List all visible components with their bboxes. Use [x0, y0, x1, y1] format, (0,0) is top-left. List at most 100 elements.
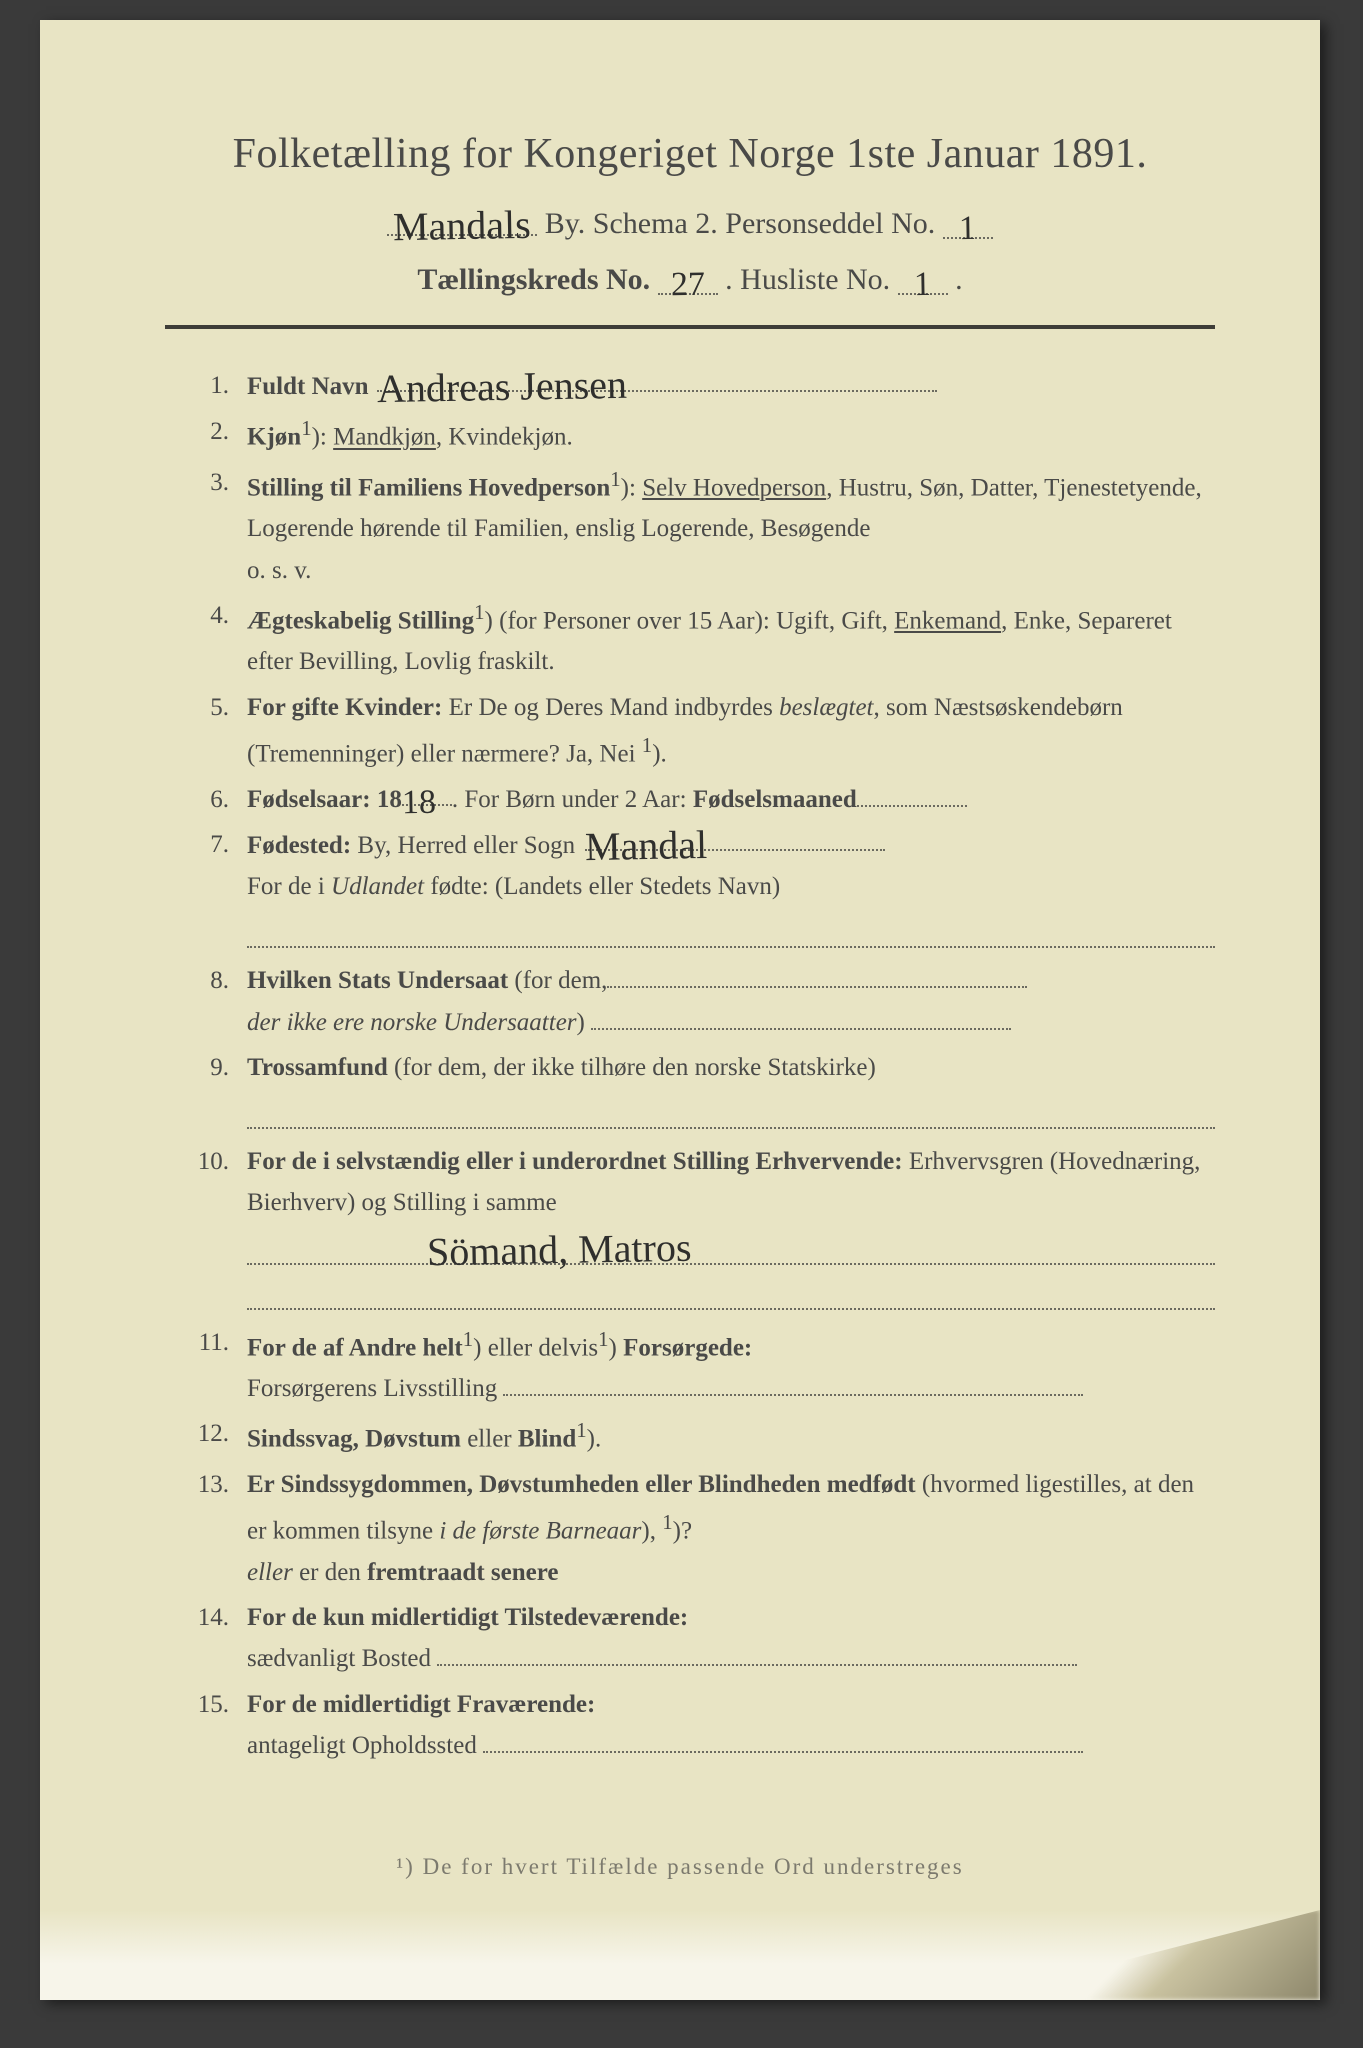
item-body: Er Sindssygdommen, Døvstumheden eller Bl… [247, 1464, 1215, 1593]
item-body: For de midlertidigt Fraværende:antagelig… [247, 1684, 1215, 1767]
item-number: 13. [165, 1464, 247, 1593]
header-line-1: Mandals By. Schema 2. Personseddel No. 1 [165, 204, 1215, 241]
form-item: 2.Kjøn1): Mandkjøn, Kvindekjøn. [165, 411, 1215, 458]
item-bold: midlertidigt Tilstedeværende: [371, 1604, 688, 1631]
dotted-trail [857, 782, 967, 807]
item-underlined-choice: Enkemand [894, 607, 1001, 634]
footnote-mark: 1 [301, 416, 311, 440]
husliste-suffix: . [955, 263, 963, 296]
item-number: 9. [165, 1047, 247, 1137]
item-lead: For de [247, 1691, 323, 1718]
item-body: Sindssvag, Døvstum eller Blind1). [247, 1413, 1215, 1460]
item-number: 2. [165, 411, 247, 458]
item-number: 10. [165, 1141, 247, 1318]
form-item: 7.Fødested: By, Herred eller SognMandalF… [165, 824, 1215, 957]
item-text: For de i [247, 873, 331, 900]
husliste-label: . Husliste No. [725, 263, 890, 296]
footnote-mark: 1 [662, 1510, 672, 1534]
taellingskreds-no-field: 27 [658, 263, 718, 295]
city-handwritten: Mandals [393, 209, 531, 243]
item-body: Stilling til Familiens Hovedperson1): Se… [247, 462, 1215, 591]
item-lead: Kjøn [247, 424, 301, 451]
census-form-page: Folketælling for Kongeriget Norge 1ste J… [40, 20, 1320, 2000]
form-item: 1.Fuldt Navn Andreas Jensen [165, 365, 1215, 407]
item-text: )? [673, 1518, 692, 1545]
item-text: (for dem, [508, 967, 607, 994]
footnote-mark: 1 [576, 1418, 586, 1442]
handwritten-value: Andreas Jensen [376, 369, 626, 405]
item-text: (for dem, der ikke tilhøre den norske St… [388, 1054, 876, 1081]
item-lead: Stilling til Familiens Hovedperson [247, 474, 610, 501]
item-lead: Fuldt Navn [247, 373, 369, 400]
item-number: 8. [165, 960, 247, 1043]
form-item: 10.For de i selvstændig eller i underord… [165, 1141, 1215, 1318]
husliste-no-hw: 1 [914, 271, 931, 298]
item-text: ) eller delvis [473, 1334, 598, 1361]
item-lead: Er Sindssygdommen, Døvstumheden eller Bl… [247, 1471, 827, 1498]
footnote: ¹) De for hvert Tilfælde passende Ord un… [40, 1854, 1320, 1880]
item-text: ) [577, 1009, 585, 1036]
header-line-2: Tællingskreds No. 27 . Husliste No. 1 . [165, 263, 1215, 297]
item-bold: Fødselsmaaned [693, 786, 857, 813]
handwritten-value: Mandal [585, 829, 708, 863]
item-body: Fødested: By, Herred eller SognMandalFor… [247, 824, 1215, 957]
item-lead: Ægteskabelig Stilling [247, 607, 474, 634]
item-body: Hvilken Stats Undersaat (for dem,der ikk… [247, 960, 1215, 1043]
footnote-mark: 1 [474, 600, 484, 624]
form-item: 13.Er Sindssygdommen, Døvstumheden eller… [165, 1464, 1215, 1593]
item-body: Ægteskabelig Stilling1) (for Personer ov… [247, 595, 1215, 683]
personseddel-no-hw: 1 [959, 215, 976, 242]
form-item: 5.For gifte Kvinder: Er De og Deres Mand… [165, 687, 1215, 775]
item-body: Fødselsaar: 1818. For Børn under 2 Aar: … [247, 779, 1215, 820]
item-text: sædvanligt Bosted [247, 1645, 431, 1672]
form-item: 3.Stilling til Familiens Hovedperson1): … [165, 462, 1215, 591]
item-bold: medfødt [827, 1471, 916, 1498]
item-number: 5. [165, 687, 247, 775]
dotted-trail [483, 1728, 1083, 1753]
dotted-field: Mandal [585, 824, 885, 851]
dotted-blank-line [247, 1092, 1215, 1129]
handwritten-value: 18 [402, 788, 436, 816]
item-text: eller [461, 1426, 518, 1453]
item-bold: gifte Kvinder: [292, 694, 443, 721]
item-number: 14. [165, 1597, 247, 1680]
item-text: ) (for Personer over 15 Aar): Ugift, Gif… [485, 607, 895, 634]
dotted-trail [437, 1642, 1077, 1667]
item-text: ): [621, 474, 643, 501]
item-italic: beslægtet [779, 694, 873, 721]
item-underlined-choice: Mandkjøn [333, 424, 436, 451]
item-number: 1. [165, 365, 247, 407]
item-lead: For [247, 694, 292, 721]
item-bold: Blind [518, 1426, 576, 1453]
item-underlined-choice: Selv Hovedperson [642, 474, 826, 501]
item-italic: Udlandet [331, 873, 424, 900]
item-text: Forsørgerens Livsstilling [247, 1375, 497, 1402]
item-text: er den [293, 1559, 367, 1586]
form-items: 1.Fuldt NavnAndreas Jensen2.Kjøn1): Mand… [165, 365, 1215, 1766]
item-text: . For Børn under 2 Aar: [452, 786, 693, 813]
item-number: 11. [165, 1322, 247, 1410]
dotted-field: 18 [402, 779, 452, 806]
item-italic: eller [247, 1559, 293, 1586]
footnote-mark: 1 [463, 1327, 473, 1351]
item-number: 15. [165, 1684, 247, 1767]
item-lead: Fødselsaar: 18 [247, 786, 402, 813]
item-text: ). [587, 1426, 602, 1453]
item-italic: i de første Barneaar [439, 1518, 641, 1545]
taellingskreds-no-hw: 27 [670, 271, 704, 299]
item-number: 6. [165, 779, 247, 820]
item-bold: midlertidigt Fraværende: [323, 1691, 595, 1718]
item-body: Fuldt Navn Andreas Jensen [247, 365, 1215, 407]
dotted-trail [607, 964, 1027, 989]
item-text: By, Herred eller Sogn [357, 832, 575, 859]
item-text: ) [609, 1334, 624, 1361]
item-number: 7. [165, 824, 247, 957]
personseddel-no-field: 1 [943, 207, 993, 239]
dotted-trail [591, 1005, 1011, 1030]
item-text: fødte: (Landets eller Stedets Navn) [424, 873, 780, 900]
divider-rule [165, 325, 1215, 329]
form-item: 9.Trossamfund (for dem, der ikke tilhøre… [165, 1047, 1215, 1137]
item-text: ), [641, 1518, 662, 1545]
item-body: For gifte Kvinder: Er De og Deres Mand i… [247, 687, 1215, 775]
item-bold: Forsørgede: [623, 1334, 752, 1361]
